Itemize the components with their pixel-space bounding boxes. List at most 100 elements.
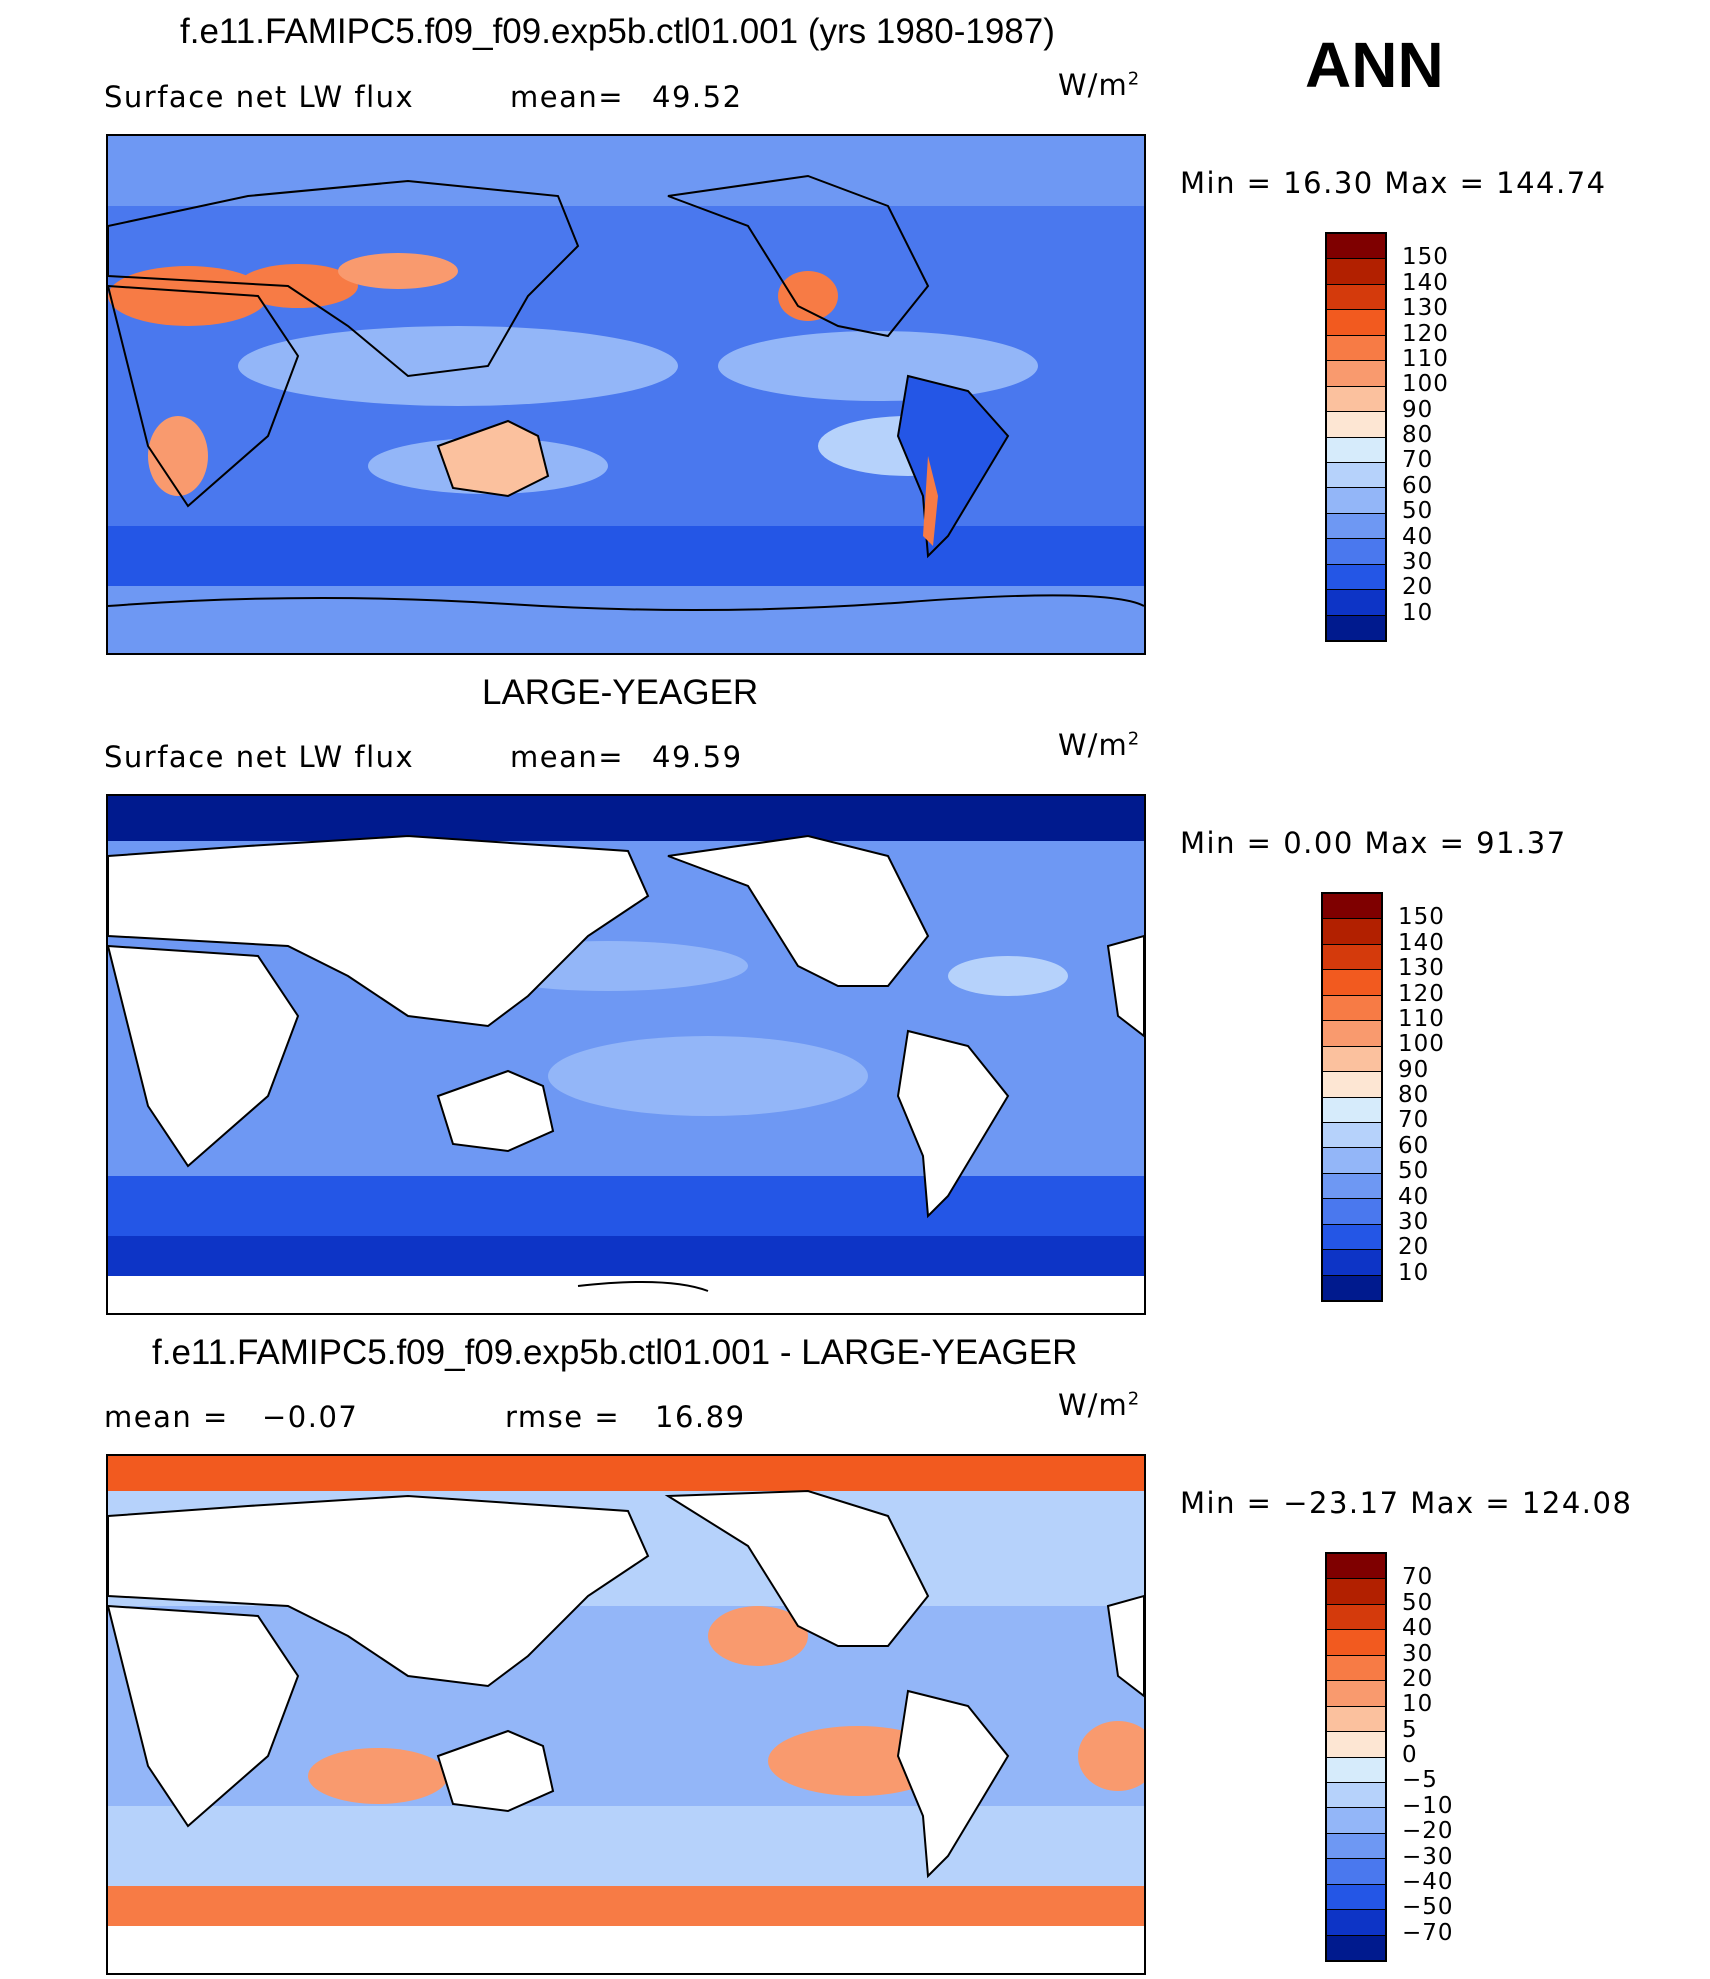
colorbar-level-label: 40 (1402, 1615, 1434, 1642)
units-label: W/m2 (1058, 68, 1141, 102)
colorbar-level-label: 120 (1398, 980, 1445, 1007)
colorbar-swatch (1323, 1096, 1381, 1122)
colorbar-level-label: −10 (1402, 1792, 1454, 1819)
colorbar-swatch (1327, 1603, 1385, 1630)
colorbar-level-label: 80 (1398, 1082, 1430, 1108)
colorbar-swatch (1327, 563, 1385, 590)
colorbar-level-label: 50 (1402, 498, 1434, 525)
colorbar-swatch (1327, 512, 1385, 539)
rmse-value: 16.89 (655, 1400, 746, 1434)
units-label: W/m2 (1058, 1388, 1141, 1422)
colorbar-swatch (1327, 461, 1385, 488)
colorbar-level-label: 60 (1398, 1132, 1430, 1159)
colorbar-swatch (1327, 1934, 1385, 1960)
colorbar-level-label: 60 (1402, 472, 1434, 499)
colorbar-level-label: −50 (1402, 1894, 1454, 1921)
colorbar-level-label: 30 (1402, 548, 1434, 575)
rmse-label: rmse = (505, 1400, 621, 1434)
colorbar-swatch (1327, 309, 1385, 335)
colorbar-level-label: 70 (1402, 1564, 1434, 1591)
colorbar-level-label: 5 (1402, 1716, 1418, 1743)
colorbar-level-label: 70 (1402, 447, 1434, 474)
map-obs (106, 794, 1146, 1315)
colorbar-swatch (1323, 1121, 1381, 1148)
mean-label: mean = (104, 1400, 229, 1434)
colorbar-swatch (1327, 1705, 1385, 1732)
colorbar-swatch (1327, 1554, 1385, 1579)
colorbar-level-label: 30 (1398, 1208, 1430, 1235)
colorbar-swatch (1323, 969, 1381, 995)
colorbar-swatch (1327, 1680, 1385, 1706)
variable-label: Surface net LW flux (104, 740, 415, 774)
colorbar-level-label: 80 (1402, 422, 1434, 448)
colorbar-swatch (1323, 994, 1381, 1021)
colorbar-swatch (1323, 1172, 1381, 1199)
colorbar-level-label: 20 (1398, 1234, 1430, 1261)
minmax-label: Min = 16.30 Max = 144.74 (1180, 166, 1607, 200)
colorbar-swatch (1327, 283, 1385, 310)
colorbar-level-label: 30 (1402, 1640, 1434, 1667)
colorbar-level-label: −20 (1402, 1818, 1454, 1845)
colorbar-level-label: 10 (1402, 599, 1434, 626)
colorbar-level-label: 20 (1402, 1665, 1434, 1692)
colorbar-level-label: 110 (1402, 345, 1449, 372)
colorbar-swatch (1327, 411, 1385, 437)
colorbar-swatch (1327, 334, 1385, 361)
colorbar-level-label: 110 (1398, 1005, 1445, 1032)
colorbar (1325, 1552, 1387, 1962)
colorbar-level-label: 100 (1398, 1031, 1445, 1058)
colorbar-swatch (1323, 1071, 1381, 1097)
mean-label: mean= (510, 80, 625, 114)
colorbar-level-label: 150 (1402, 244, 1449, 271)
colorbar-level-label: 140 (1402, 269, 1449, 296)
colorbar-level-label: 130 (1398, 955, 1445, 982)
panel-title: LARGE-YEAGER (482, 673, 759, 712)
colorbar-level-label: 40 (1402, 523, 1434, 550)
colorbar-level-label: 130 (1402, 295, 1449, 322)
colorbar-level-label: 120 (1402, 320, 1449, 347)
colorbar-level-label: −30 (1402, 1843, 1454, 1870)
colorbar-level-label: 20 (1402, 574, 1434, 601)
colorbar-swatch (1327, 234, 1385, 259)
minmax-label: Min = 0.00 Max = 91.37 (1180, 826, 1567, 860)
colorbar-level-label: 50 (1402, 1589, 1434, 1616)
mean-value: 49.52 (652, 80, 743, 114)
colorbar-swatch (1327, 1858, 1385, 1884)
colorbar-swatch (1327, 1909, 1385, 1935)
colorbar-swatch (1327, 538, 1385, 564)
colorbar-level-label: −70 (1402, 1919, 1454, 1946)
colorbar-level-label: 90 (1402, 396, 1434, 423)
colorbar-swatch (1327, 258, 1385, 284)
colorbar-swatch (1323, 1020, 1381, 1046)
colorbar-level-label: 10 (1398, 1259, 1430, 1286)
colorbar-swatch (1323, 1274, 1381, 1300)
colorbar-swatch (1327, 1654, 1385, 1681)
colorbar-level-label: 50 (1398, 1158, 1430, 1185)
colorbar-level-label: 100 (1402, 371, 1449, 398)
season-label: ANN (1305, 29, 1444, 101)
colorbar-swatch (1323, 894, 1381, 919)
colorbar-swatch (1327, 1781, 1385, 1808)
colorbar-swatch (1327, 487, 1385, 513)
colorbar-level-label: 90 (1398, 1056, 1430, 1083)
panel-title: f.e11.FAMIPC5.f09_f09.exp5b.ctl01.001 (y… (180, 12, 1055, 51)
colorbar-swatch (1327, 1883, 1385, 1910)
colorbar-swatch (1327, 589, 1385, 615)
map-diff (106, 1454, 1146, 1975)
colorbar-swatch (1323, 1045, 1381, 1072)
colorbar-level-label: 10 (1402, 1691, 1434, 1718)
colorbar-swatch (1327, 614, 1385, 640)
colorbar-swatch (1327, 1731, 1385, 1757)
colorbar-level-label: −5 (1402, 1767, 1438, 1794)
colorbar-swatch (1327, 1756, 1385, 1782)
colorbar-swatch (1323, 1249, 1381, 1275)
colorbar-swatch (1323, 1198, 1381, 1224)
colorbar-swatch (1327, 1578, 1385, 1604)
mean-value: −0.07 (262, 1400, 359, 1434)
colorbar-swatch (1323, 943, 1381, 970)
colorbar-level-label: −40 (1402, 1868, 1454, 1895)
mean-label: mean= (510, 740, 625, 774)
colorbar-swatch (1327, 1807, 1385, 1833)
colorbar (1325, 232, 1387, 642)
colorbar-swatch (1323, 918, 1381, 944)
